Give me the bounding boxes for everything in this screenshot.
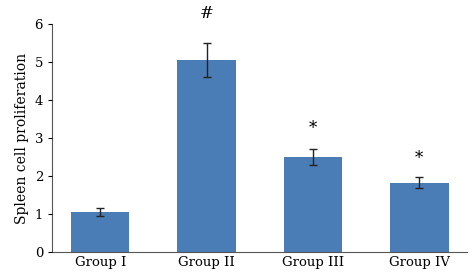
Bar (177, 60, 236, 252)
Text: #: # (200, 6, 213, 23)
Text: *: * (415, 150, 423, 167)
Bar (284, 157, 342, 252)
Bar (390, 183, 448, 252)
Bar (71, 212, 130, 252)
Text: *: * (309, 120, 317, 137)
Y-axis label: Spleen cell proliferation: Spleen cell proliferation (15, 53, 29, 224)
